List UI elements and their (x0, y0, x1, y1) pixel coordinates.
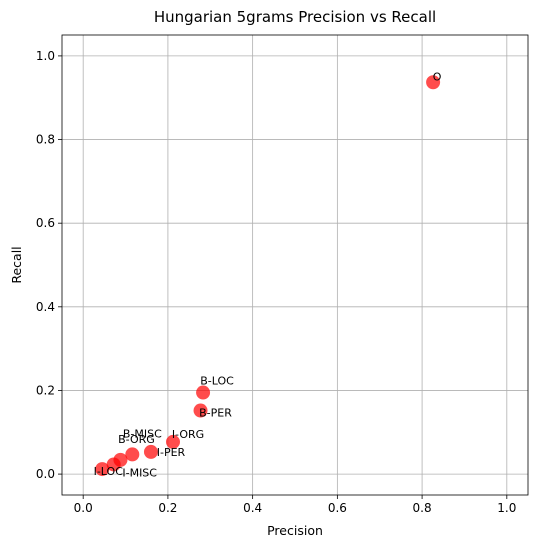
points-layer (95, 75, 441, 477)
point-label: O (433, 70, 442, 83)
y-tick-label: 1.0 (36, 49, 55, 63)
data-point (426, 75, 441, 90)
point-label: I-ORG (172, 428, 204, 441)
y-tick-label: 0.4 (36, 300, 55, 314)
ticks-layer: 0.0 0.2 0.4 0.6 0.8 1.0 0.0 0.2 0.4 0.6 0.8 1.0 (36, 49, 516, 515)
data-point (165, 434, 180, 449)
y-tick-label: 0.0 (36, 467, 55, 481)
data-point (193, 403, 208, 418)
x-tick-label: 1.0 (497, 501, 516, 515)
y-tick-label: 0.2 (36, 383, 55, 397)
point-label: I-PER (157, 446, 186, 459)
point-label: B-PER (199, 407, 232, 420)
plot-frame (61, 34, 529, 496)
chart-title: Hungarian 5grams Precision vs Recall (154, 8, 436, 26)
data-point (143, 444, 158, 459)
x-tick-label: 0.6 (328, 501, 347, 515)
y-tick-label: 0.8 (36, 133, 55, 147)
data-point (95, 462, 110, 477)
x-tick-label: 0.0 (74, 501, 93, 515)
point-label: B-MISC (123, 427, 162, 440)
x-tick-label: 0.4 (243, 501, 262, 515)
point-label: I-MISC (122, 466, 157, 479)
x-tick-label: 0.2 (158, 501, 177, 515)
grid-layer (62, 35, 528, 495)
point-label: I-LOC (94, 465, 124, 478)
y-tick-label: 0.6 (36, 216, 55, 230)
data-point (106, 457, 121, 472)
data-point (125, 447, 140, 462)
x-tick-label: 0.8 (413, 501, 432, 515)
x-axis-label: Precision (267, 523, 323, 538)
y-axis-label: Recall (9, 246, 24, 283)
data-point (196, 385, 211, 400)
point-label: B-ORG (118, 433, 155, 446)
point-label: B-LOC (200, 375, 234, 388)
